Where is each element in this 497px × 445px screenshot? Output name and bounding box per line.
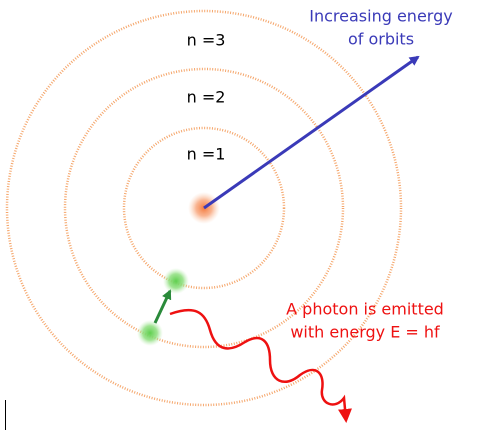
energy-note: of orbits <box>348 30 414 49</box>
electron-inner <box>163 268 189 294</box>
energy-arrow <box>203 55 420 210</box>
orbit-2 <box>63 67 345 349</box>
photon-note: with energy E = hf <box>290 323 440 342</box>
energy-note: Increasing energy <box>309 7 452 26</box>
orbit-label: n =1 <box>187 145 226 164</box>
orbit-label: n =2 <box>187 88 226 107</box>
orbit-label: n =3 <box>187 31 226 50</box>
electron-outer <box>137 320 163 346</box>
photon-note: A photon is emitted <box>286 300 444 319</box>
photon-wave <box>169 308 352 423</box>
orbits <box>5 9 403 407</box>
transition-arrow <box>153 289 172 324</box>
orbit-3 <box>5 9 403 407</box>
orbit-1 <box>122 126 286 290</box>
